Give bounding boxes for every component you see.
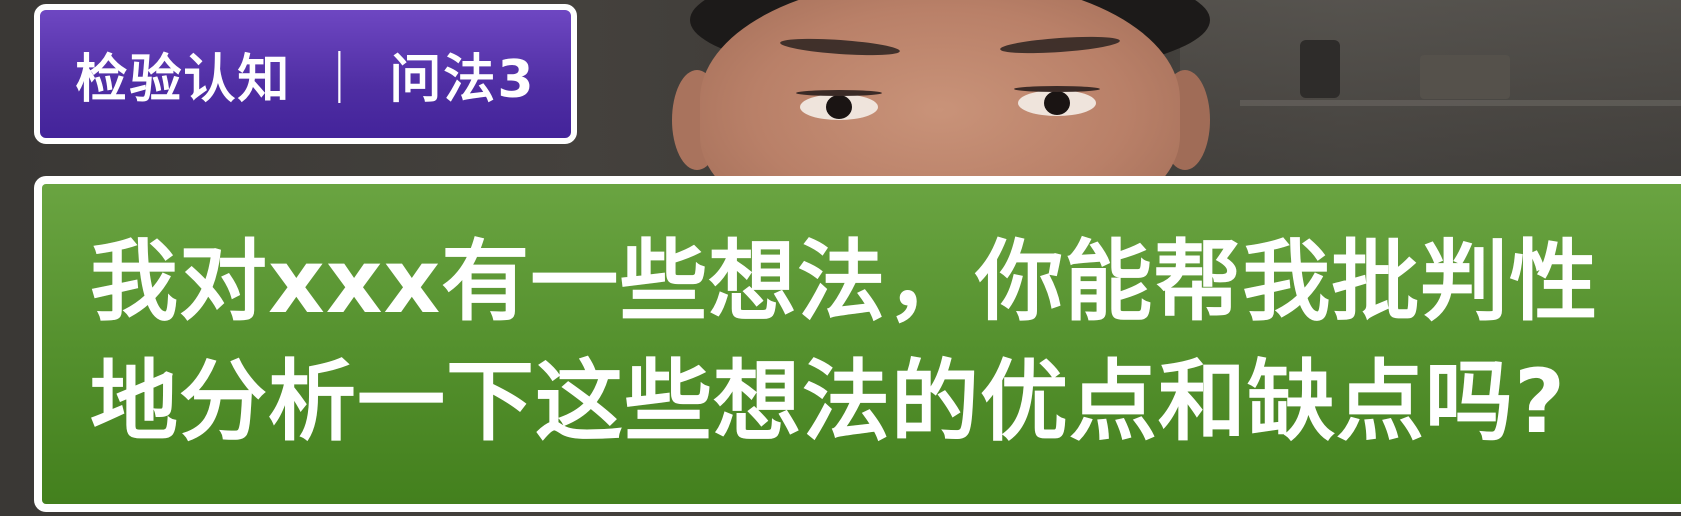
section-tag-text: 检验认知 ｜ 问法3 <box>75 37 535 112</box>
section-tag-topic: 检验认知 <box>75 49 292 110</box>
caption-box: 我对xxx有一些想法，你能帮我批判性 地分析一下这些想法的优点和缺点吗? <box>34 176 1681 512</box>
section-tag: 检验认知 ｜ 问法3 <box>34 4 577 144</box>
person-eye-left <box>800 94 878 120</box>
background-object <box>1420 55 1510 99</box>
section-tag-label: 问法3 <box>389 49 536 110</box>
eyelid-right <box>1014 86 1100 92</box>
caption-line-2: 地分析一下这些想法的优点和缺点吗? <box>90 350 1567 453</box>
background-object <box>1300 40 1340 98</box>
section-tag-separator: ｜ <box>313 49 368 110</box>
pupil <box>1044 91 1070 115</box>
person-eye-right <box>1018 90 1096 116</box>
pupil <box>826 95 852 119</box>
caption-line-1: 我对xxx有一些想法，你能帮我批判性 <box>90 230 1599 333</box>
eyelid-left <box>796 90 882 96</box>
background-shelf-edge <box>1240 100 1681 106</box>
